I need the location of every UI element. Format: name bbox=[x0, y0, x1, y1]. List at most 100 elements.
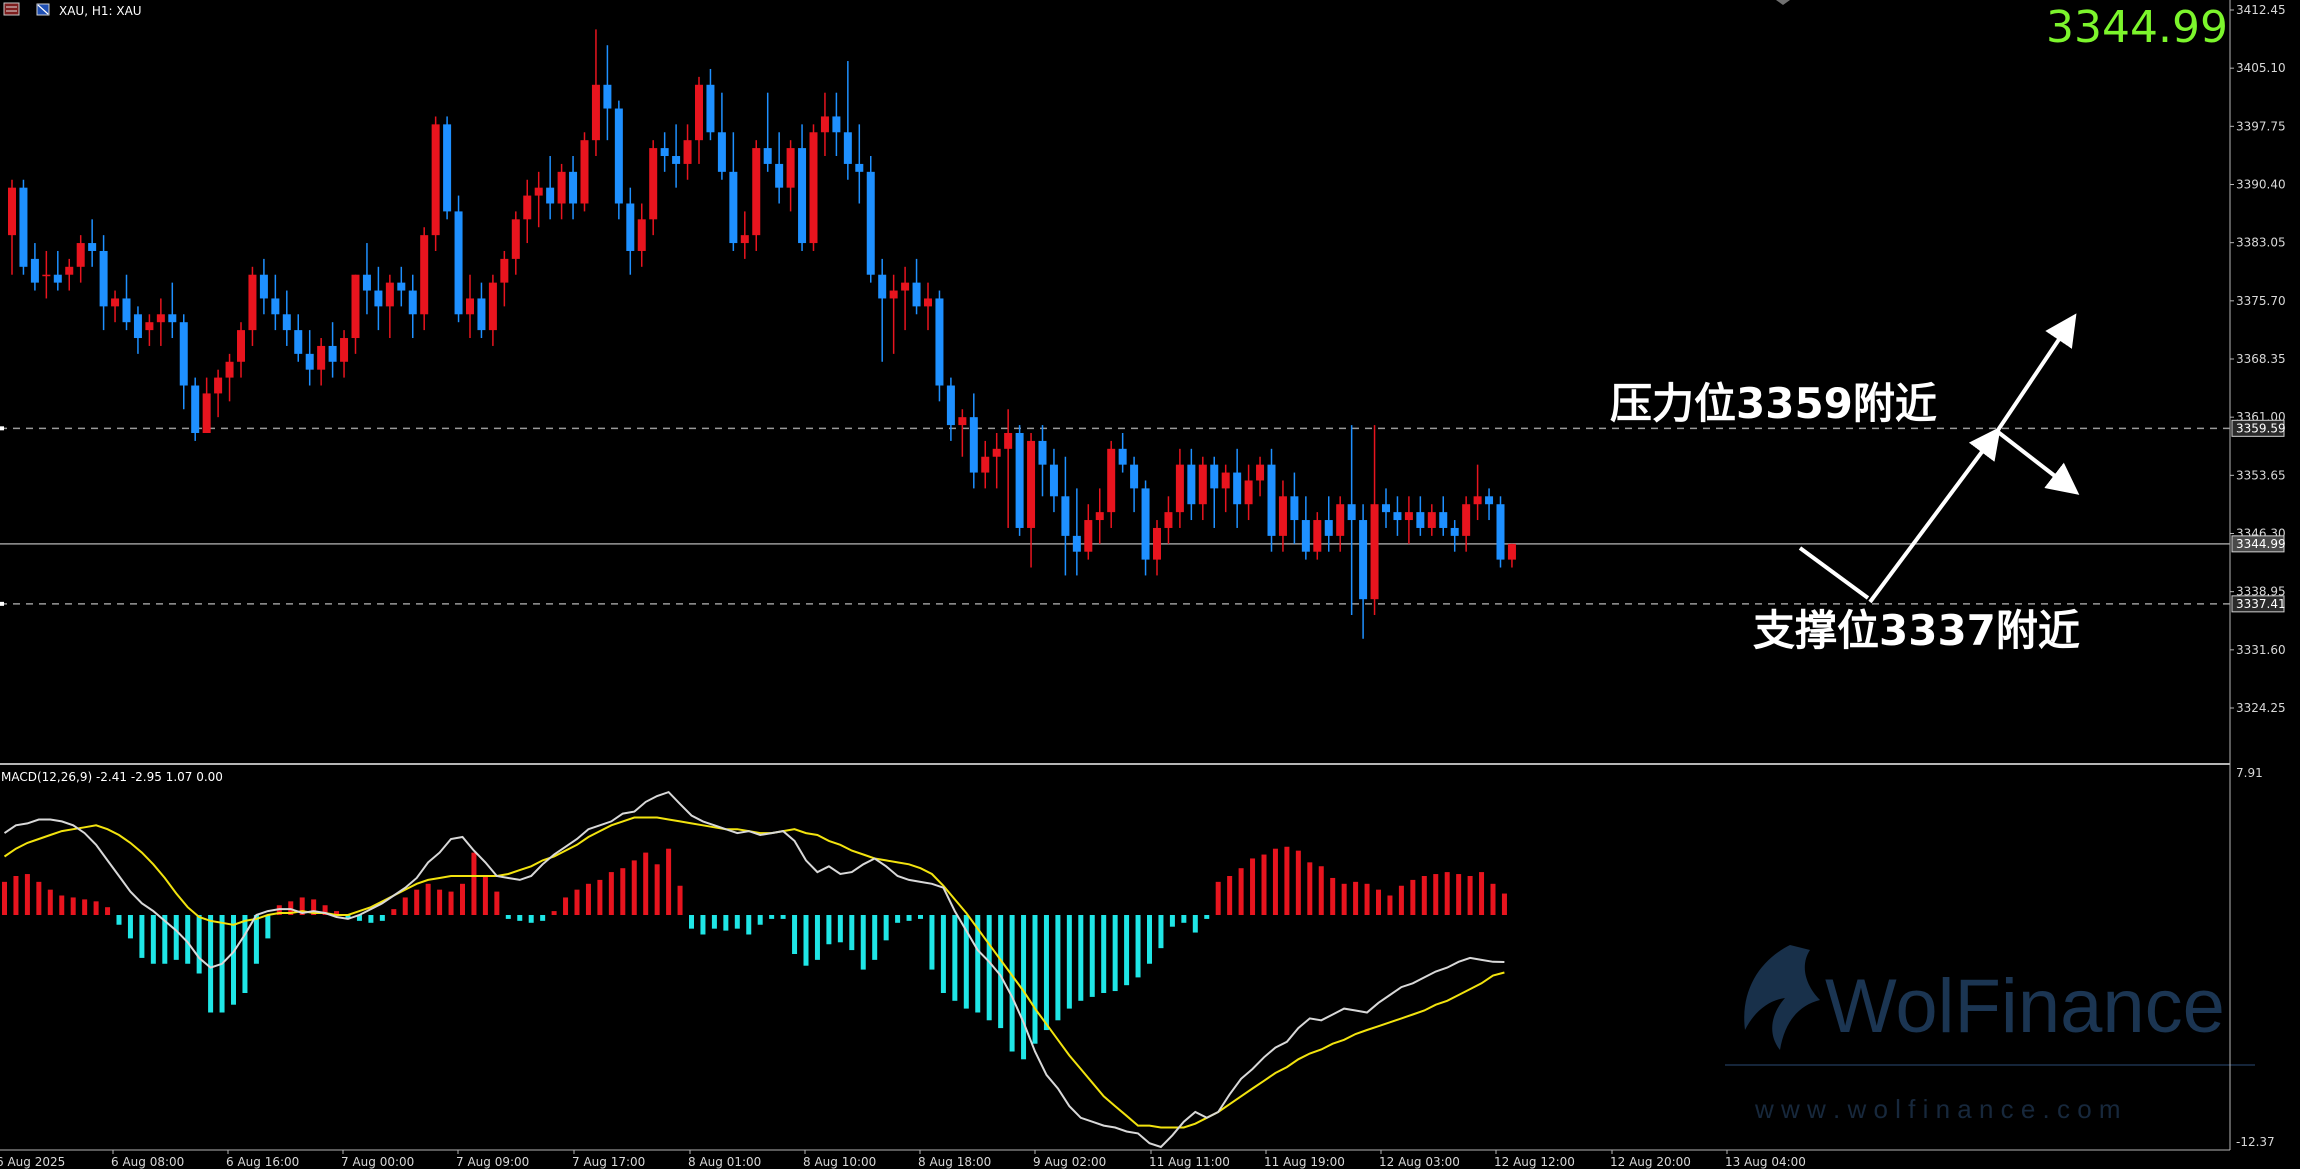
candle-body bbox=[1118, 448, 1127, 465]
candle-body bbox=[672, 156, 681, 164]
price-tag-label: 3359.59 bbox=[2236, 421, 2286, 435]
candle-body bbox=[1393, 512, 1402, 521]
candle-body bbox=[19, 187, 28, 267]
macd-histogram-bar bbox=[1272, 848, 1278, 915]
candle-body bbox=[1427, 512, 1436, 528]
candle-body bbox=[1370, 504, 1379, 600]
time-tick-label: 9 Aug 02:00 bbox=[1033, 1155, 1106, 1169]
macd-histogram-bar bbox=[334, 911, 340, 915]
macd-histogram-bar bbox=[540, 915, 546, 921]
candle-body bbox=[946, 385, 955, 426]
price-tick-label: 3331.60 bbox=[2236, 643, 2286, 657]
candle-body bbox=[981, 456, 990, 473]
scenario-arrows bbox=[1798, 313, 2080, 604]
candle-body bbox=[775, 163, 784, 188]
symbol-label: XAU, H1: XAU bbox=[59, 4, 142, 18]
candle-body bbox=[1496, 504, 1505, 560]
candle-body bbox=[237, 330, 245, 362]
macd-histogram-bar bbox=[345, 915, 351, 919]
candle-body bbox=[1439, 512, 1448, 528]
macd-histogram-bar bbox=[150, 915, 156, 964]
macd-histogram-bar bbox=[654, 864, 660, 915]
candle-body bbox=[843, 132, 852, 164]
candle-body bbox=[374, 290, 383, 307]
macd-histogram-bar bbox=[448, 891, 454, 915]
macd-histogram-bar bbox=[402, 897, 408, 915]
arrow-rejection-down bbox=[1996, 430, 2080, 495]
price-tick-label: 3412.45 bbox=[2236, 3, 2286, 17]
macd-histogram-bar bbox=[929, 915, 935, 970]
macd-histogram-bar bbox=[1376, 889, 1381, 915]
macd-histogram-bar bbox=[1101, 915, 1107, 993]
price-tag-label: 3344.99 bbox=[2236, 537, 2286, 551]
candle-body bbox=[603, 84, 612, 109]
time-tick-label: 7 Aug 00:00 bbox=[341, 1155, 414, 1169]
candle-body bbox=[1278, 496, 1287, 536]
macd-histogram-bar bbox=[734, 915, 740, 929]
candle-body bbox=[8, 187, 16, 236]
candle-body bbox=[969, 417, 978, 473]
candle-body bbox=[88, 243, 97, 251]
candle-body bbox=[145, 322, 154, 331]
price-tick-label: 3375.70 bbox=[2236, 294, 2286, 308]
time-tick-label: 11 Aug 11:00 bbox=[1149, 1155, 1230, 1169]
candle-body bbox=[878, 274, 887, 299]
candle-body bbox=[569, 171, 578, 204]
price-levels[interactable] bbox=[0, 426, 2230, 606]
macd-label: MACD(12,26,9) -2.41 -2.95 1.07 0.00 bbox=[1, 770, 223, 784]
candle-body bbox=[214, 377, 223, 394]
macd-histogram-bar bbox=[105, 907, 111, 915]
candle-body bbox=[546, 187, 555, 204]
candle-body bbox=[122, 298, 131, 323]
macd-histogram-bar bbox=[963, 915, 969, 1009]
macd-tick-bottom: -12.37 bbox=[2236, 1135, 2275, 1149]
macd-histogram-bar bbox=[116, 915, 122, 925]
arrow-breakout-up bbox=[1994, 313, 2077, 435]
time-tick-label: 11 Aug 19:00 bbox=[1264, 1155, 1345, 1169]
candle-body bbox=[1210, 464, 1219, 489]
time-tick-label: 12 Aug 03:00 bbox=[1379, 1155, 1460, 1169]
macd-histogram-bar bbox=[425, 883, 431, 915]
macd-histogram-bar bbox=[643, 852, 649, 915]
candle-body bbox=[763, 148, 772, 164]
macd-histogram-bar bbox=[952, 915, 958, 1001]
macd-histogram-bar bbox=[368, 915, 374, 923]
macd-histogram-bar bbox=[185, 915, 191, 964]
time-tick-label: 7 Aug 09:00 bbox=[456, 1155, 529, 1169]
candle-body bbox=[1347, 504, 1356, 521]
candle-body bbox=[798, 148, 807, 244]
candle-body bbox=[660, 148, 669, 157]
candle-body bbox=[706, 84, 715, 133]
macd-histogram-bar bbox=[379, 915, 385, 921]
macd-histogram-bar bbox=[208, 915, 214, 1013]
time-tick-label: 13 Aug 04:00 bbox=[1725, 1155, 1806, 1169]
macd-histogram-bar bbox=[299, 897, 305, 915]
macd-histogram-bar bbox=[482, 876, 488, 915]
candle-body bbox=[1221, 472, 1230, 489]
price-tick-label: 3338.95 bbox=[2236, 585, 2286, 599]
macd-histogram-bar bbox=[1147, 915, 1152, 964]
macd-histogram-bar bbox=[666, 848, 672, 915]
time-tick-label: 8 Aug 01:00 bbox=[688, 1155, 761, 1169]
price-tag-box bbox=[2231, 595, 2285, 613]
price-tag-label: 3337.41 bbox=[2236, 597, 2286, 611]
price-tick-label: 3390.40 bbox=[2236, 178, 2286, 192]
macd-histogram-bar bbox=[1124, 915, 1130, 986]
macd-histogram-bar bbox=[1318, 866, 1324, 915]
macd-histogram-bar bbox=[253, 915, 259, 964]
macd-histogram-bar bbox=[940, 915, 946, 993]
macd-histogram-bar bbox=[70, 897, 76, 915]
macd-histogram-bar bbox=[1295, 850, 1301, 915]
macd-histogram-bar bbox=[792, 915, 798, 954]
candle-body bbox=[591, 84, 600, 141]
macd-histogram-bar bbox=[1158, 915, 1164, 949]
candle-body bbox=[420, 235, 429, 315]
candle-body bbox=[111, 298, 120, 307]
candle-body bbox=[901, 282, 910, 291]
candles bbox=[8, 29, 1516, 639]
candle-body bbox=[443, 124, 452, 212]
candle-body bbox=[924, 298, 932, 307]
candle-body bbox=[1324, 520, 1333, 536]
macd-histogram-bar bbox=[1066, 915, 1072, 1009]
